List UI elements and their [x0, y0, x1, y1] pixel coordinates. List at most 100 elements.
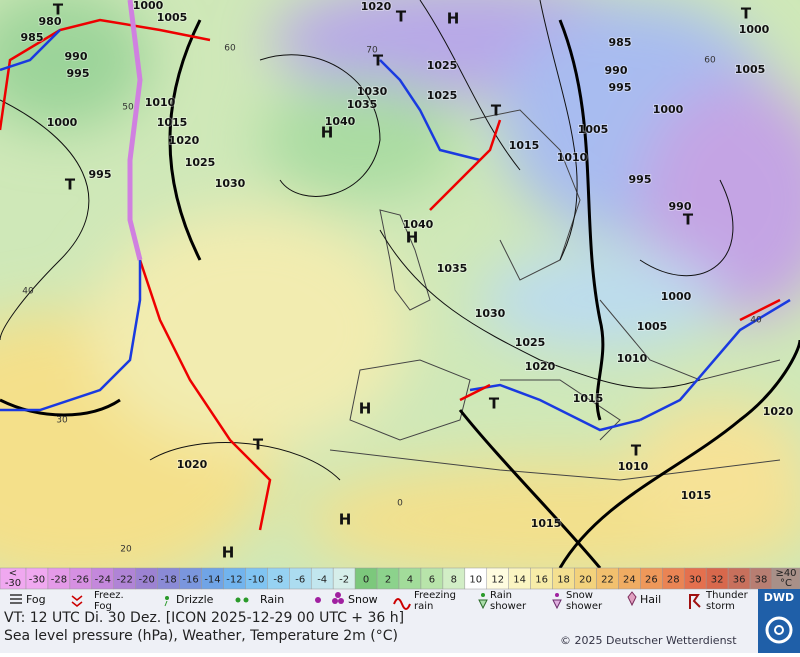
isobar-label: 1040	[403, 218, 434, 231]
isobar-label: 1020	[169, 134, 200, 147]
legend-label: Fog	[94, 601, 112, 612]
legend-label: Fog	[26, 593, 46, 606]
legend-label: rain	[414, 601, 433, 612]
legend-label: Hail	[640, 593, 661, 606]
scale-label: 0	[363, 575, 369, 586]
isobar-label: 1015	[573, 392, 604, 405]
grid-label: 20	[120, 545, 132, 555]
scale-label: -30	[29, 575, 45, 586]
isobar-label: 1015	[681, 489, 712, 502]
grid-label: 0	[397, 499, 403, 509]
pressure-center: T	[631, 442, 642, 460]
isobar-label: 990	[605, 64, 628, 77]
copyright: © 2025 Deutscher Wetterdienst	[560, 634, 737, 647]
scale-high-label: ≥40	[775, 568, 796, 579]
isobar-label: 985	[609, 36, 632, 49]
grid-label: 70	[366, 46, 378, 56]
legend-label: Freez.	[94, 590, 124, 601]
legend-label: Freezing	[414, 590, 456, 601]
pressure-center: H	[321, 124, 334, 142]
scale-label: -20	[139, 575, 155, 586]
isobar-label: 1020	[177, 458, 208, 471]
scale-low-label: -30	[5, 578, 21, 589]
pressure-center: T	[683, 211, 694, 229]
pressure-center: H	[339, 511, 352, 529]
grid-label: 50	[122, 103, 134, 113]
isobar-label: 1020	[763, 405, 794, 418]
isobar-label: 1015	[157, 116, 188, 129]
pressure-center: T	[65, 176, 76, 194]
legend-label: Snow	[348, 593, 378, 606]
scale-label: -22	[117, 575, 133, 586]
grid-label: 40	[750, 316, 762, 326]
legend-label: storm	[706, 601, 735, 612]
legend-icons	[10, 591, 701, 610]
scale-label: 12	[491, 575, 504, 586]
pressure-center: H	[447, 10, 460, 28]
pressure-center: T	[373, 52, 384, 70]
scale-label: 8	[451, 575, 457, 586]
isobar-label: 1010	[617, 352, 648, 365]
grid-label: 30	[56, 416, 68, 426]
isobar-label: 1020	[361, 0, 392, 13]
legend-label: shower	[490, 601, 527, 612]
isobar-label: 1000	[661, 290, 692, 303]
pressure-center: T	[489, 395, 500, 413]
pressure-center: H	[406, 229, 419, 247]
scale-label: -12	[226, 575, 242, 586]
scale-label: 18	[557, 575, 570, 586]
legend-label: Rain	[260, 593, 284, 606]
scale-label: -26	[73, 575, 89, 586]
scale-label: -6	[295, 575, 305, 586]
isobar-label: 985	[21, 31, 44, 44]
isobar-label: 1025	[427, 89, 458, 102]
isobar-label: 1005	[735, 63, 766, 76]
scale-high-label: °C	[780, 578, 792, 589]
scale-label: 10	[469, 575, 482, 586]
pressure-center: H	[222, 544, 235, 562]
isobar-label: 1010	[618, 460, 649, 473]
scale-label: -10	[248, 575, 264, 586]
isobar-label: 1035	[347, 98, 378, 111]
map-labels: 1000 1005 980 985 990 995 1000 995 1010 1015 1020 1…	[20, 0, 795, 562]
legend-label: Snow	[566, 590, 593, 601]
isobar-label: 990	[669, 200, 692, 213]
isobar-label: 995	[89, 168, 112, 181]
scale-label: -28	[51, 575, 67, 586]
isobar-label: 1000	[739, 23, 770, 36]
scale-low-label: <	[9, 568, 17, 579]
pressure-center: T	[253, 436, 264, 454]
map	[0, 0, 800, 590]
scale-label: 28	[667, 575, 680, 586]
isobar-label: 1015	[531, 517, 562, 530]
isobar-label: 1005	[637, 320, 668, 333]
isobar-label: 1000	[653, 103, 684, 116]
valid-time: VT: 12 UTC Di. 30 Dez. [ICON 2025-12-29 …	[4, 610, 404, 626]
pressure-center: T	[491, 102, 502, 120]
scale-label: 6	[429, 575, 435, 586]
isobar-label: 1030	[357, 85, 388, 98]
isobar-label: 995	[629, 173, 652, 186]
scale-label: 32	[711, 575, 724, 586]
scale-label: -24	[95, 575, 111, 586]
isobar-label: 1030	[475, 307, 506, 320]
scale-label: -18	[160, 575, 176, 586]
isobar-label: 1030	[215, 177, 246, 190]
legend-label: Thunder	[705, 590, 749, 601]
isobar-label: 1020	[525, 360, 556, 373]
scale-label: 24	[623, 575, 636, 586]
scale-label: -16	[182, 575, 198, 586]
isobar-label: 1025	[515, 336, 546, 349]
isobar-label: 990	[65, 50, 88, 63]
grid-label: 60	[704, 56, 716, 66]
isobar-label: 1000	[47, 116, 78, 129]
isobar-label: 980	[39, 15, 62, 28]
scale-label: 36	[733, 575, 746, 586]
scale-label: 22	[601, 575, 614, 586]
pressure-center: T	[741, 5, 752, 23]
grid-label: 60	[224, 44, 236, 54]
dwd-logo: DWD	[758, 589, 800, 653]
isobar-label: 1000	[133, 0, 164, 12]
